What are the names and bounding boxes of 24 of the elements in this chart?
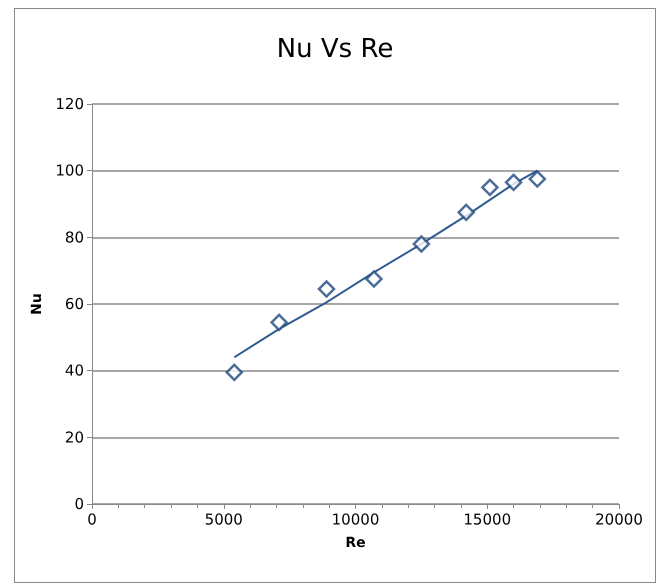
point [504, 174, 522, 192]
point [412, 235, 430, 253]
y-tick-label: 0 [74, 495, 84, 513]
x-tick-label: 10000 [332, 510, 380, 528]
x-tick-label: 5000 [204, 510, 243, 528]
chart-title: Nu Vs Re [276, 34, 394, 64]
y-tick-label: 60 [64, 295, 84, 313]
y-tick-label: 20 [64, 428, 84, 446]
x-axis-title: Re [345, 535, 366, 551]
x-tick-label: 20000 [595, 510, 643, 528]
point [226, 364, 244, 382]
y-axis-title: Nu [29, 293, 45, 315]
point [457, 204, 475, 222]
y-tick-label: 80 [64, 228, 84, 246]
y-tick-label: 40 [64, 362, 84, 380]
point [318, 280, 336, 298]
point [365, 270, 383, 288]
point [270, 314, 288, 332]
point [481, 178, 499, 196]
x-tick-label: 0 [87, 510, 97, 528]
y-tick-label: 120 [55, 95, 84, 113]
point [528, 170, 546, 188]
y-tick-label: 100 [55, 162, 84, 180]
x-tick-label: 15000 [463, 510, 512, 528]
